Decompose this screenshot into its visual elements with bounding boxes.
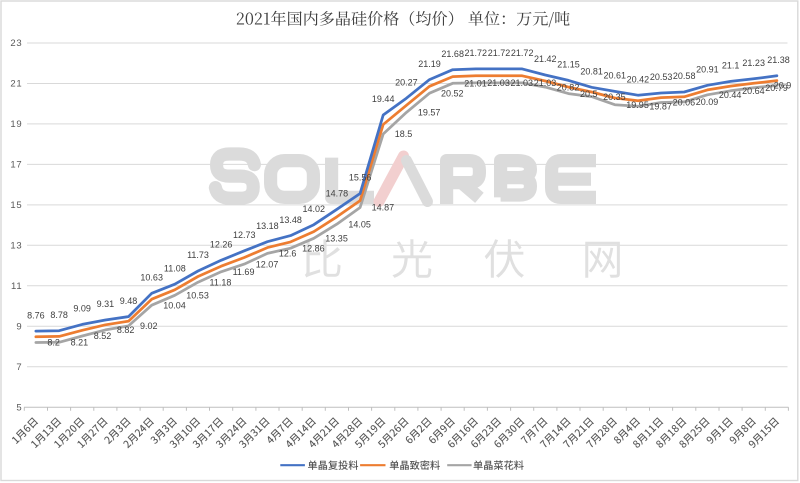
svg-text:12.26: 12.26 (210, 240, 233, 250)
svg-text:21.03: 21.03 (534, 78, 557, 88)
svg-text:15.56: 15.56 (349, 173, 372, 183)
svg-text:20.64: 20.64 (742, 86, 765, 96)
svg-text:12.07: 12.07 (256, 259, 279, 269)
svg-text:7: 7 (16, 362, 22, 373)
svg-text:10.63: 10.63 (140, 273, 163, 283)
svg-text:10.04: 10.04 (163, 300, 186, 310)
svg-text:20.09: 20.09 (696, 97, 719, 107)
svg-text:15: 15 (10, 200, 22, 211)
svg-text:23: 23 (10, 38, 22, 49)
svg-text:20.79: 20.79 (765, 83, 788, 93)
svg-text:19.87: 19.87 (649, 102, 672, 112)
svg-text:18.5: 18.5 (395, 129, 413, 139)
svg-text:21.03: 21.03 (487, 78, 510, 88)
svg-text:5: 5 (16, 402, 22, 413)
svg-text:13: 13 (10, 241, 22, 252)
svg-text:20.27: 20.27 (395, 77, 418, 87)
svg-text:9.09: 9.09 (73, 304, 91, 314)
svg-text:21.19: 21.19 (418, 59, 441, 69)
svg-text:21.68: 21.68 (441, 49, 464, 59)
svg-text:13.18: 13.18 (256, 221, 279, 231)
svg-text:8.52: 8.52 (94, 331, 112, 341)
svg-text:20.9: 20.9 (774, 81, 792, 91)
svg-text:21: 21 (10, 79, 22, 90)
svg-text:19.95: 19.95 (626, 100, 649, 110)
svg-text:9: 9 (16, 322, 22, 333)
svg-text:19.44: 19.44 (372, 94, 395, 104)
svg-text:9.48: 9.48 (120, 296, 138, 306)
svg-text:20.52: 20.52 (441, 88, 464, 98)
svg-text:20.81: 20.81 (580, 67, 603, 77)
svg-text:20.06: 20.06 (673, 98, 696, 108)
svg-text:9.02: 9.02 (140, 321, 158, 331)
svg-text:19.57: 19.57 (418, 108, 441, 118)
svg-text:21.42: 21.42 (534, 54, 557, 64)
svg-text:21.38: 21.38 (767, 55, 790, 65)
svg-text:20.35: 20.35 (603, 92, 626, 102)
svg-text:10.53: 10.53 (186, 291, 209, 301)
svg-text:13.35: 13.35 (325, 234, 348, 244)
svg-text:8.2: 8.2 (47, 338, 60, 348)
svg-text:12.6: 12.6 (279, 249, 297, 259)
svg-text:20.5: 20.5 (580, 89, 598, 99)
svg-text:21.01: 21.01 (464, 79, 487, 89)
svg-text:11: 11 (11, 281, 22, 292)
svg-text:11.18: 11.18 (210, 277, 232, 287)
svg-text:21.23: 21.23 (742, 58, 765, 68)
svg-text:12.73: 12.73 (233, 230, 256, 240)
svg-text:20.82: 20.82 (557, 82, 580, 92)
svg-text:17: 17 (10, 160, 22, 171)
svg-text:8.76: 8.76 (27, 310, 45, 320)
svg-text:21.72: 21.72 (488, 48, 511, 58)
svg-text:14.78: 14.78 (326, 189, 349, 199)
svg-text:21.03: 21.03 (511, 78, 534, 88)
svg-text:11.73: 11.73 (187, 250, 209, 260)
svg-text:8.82: 8.82 (117, 325, 135, 335)
svg-text:21.1: 21.1 (722, 61, 740, 71)
svg-text:20.44: 20.44 (719, 90, 742, 100)
svg-text:12.86: 12.86 (302, 243, 325, 253)
svg-text:8.21: 8.21 (71, 338, 89, 348)
svg-text:20.58: 20.58 (673, 71, 696, 81)
svg-text:11.69: 11.69 (233, 267, 255, 277)
svg-text:14.05: 14.05 (348, 219, 371, 229)
svg-text:20.42: 20.42 (627, 74, 650, 84)
svg-text:20.53: 20.53 (650, 72, 673, 82)
svg-text:13.48: 13.48 (279, 215, 302, 225)
svg-text:20.61: 20.61 (604, 71, 627, 81)
svg-text:8.78: 8.78 (50, 310, 68, 320)
svg-text:19: 19 (10, 119, 22, 130)
svg-text:14.87: 14.87 (372, 203, 395, 213)
svg-text:11.08: 11.08 (164, 263, 186, 273)
svg-text:21.15: 21.15 (557, 60, 580, 70)
svg-text:14.02: 14.02 (303, 204, 326, 214)
svg-text:21.72: 21.72 (465, 48, 488, 58)
svg-text:9.31: 9.31 (97, 299, 115, 309)
svg-text:21.72: 21.72 (511, 48, 534, 58)
svg-text:20.91: 20.91 (696, 65, 719, 75)
